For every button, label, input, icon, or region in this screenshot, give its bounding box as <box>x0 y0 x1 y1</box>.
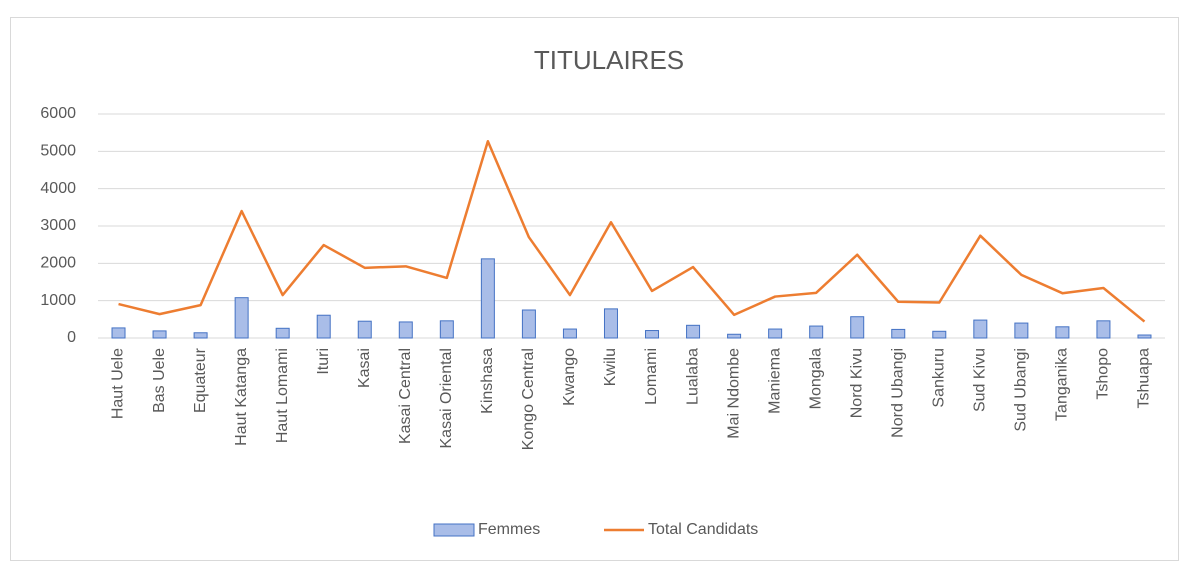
bar <box>932 330 947 339</box>
bar <box>645 330 660 339</box>
x-tick-label: Kongo Central <box>520 348 537 450</box>
chart-frame <box>10 17 1179 561</box>
x-tick-label: Bas Uele <box>151 348 168 413</box>
bar <box>1014 322 1029 339</box>
x-tick-label: Tshuapa <box>1136 348 1153 409</box>
y-tick-label: 3000 <box>40 217 76 234</box>
x-tick-label: Mongala <box>807 348 824 409</box>
x-tick-label: Maniema <box>766 348 783 414</box>
y-tick-label: 5000 <box>40 143 76 160</box>
bar <box>1055 326 1070 339</box>
bar <box>850 316 865 339</box>
x-tick-label: Lomami <box>643 348 660 405</box>
legend-label: Total Candidats <box>648 521 758 538</box>
bar <box>973 319 988 339</box>
y-tick-label: 1000 <box>40 292 76 309</box>
bar <box>152 330 167 339</box>
line <box>118 140 1146 323</box>
bar <box>1137 334 1152 339</box>
x-tick-label: Kasai Oriental <box>438 348 455 449</box>
x-tick-label: Haut Uele <box>110 348 127 419</box>
bar <box>686 324 701 339</box>
x-tick-label: Haut Lomami <box>274 348 291 443</box>
bar <box>275 327 290 339</box>
x-tick-label: Kinshasa <box>479 348 496 414</box>
legend-swatch <box>433 523 475 537</box>
bar <box>398 321 413 339</box>
y-tick-label: 4000 <box>40 180 76 197</box>
x-tick-label: Tanganika <box>1054 348 1071 421</box>
bar <box>521 309 536 339</box>
bar <box>111 327 126 339</box>
x-tick-label: Sankuru <box>931 348 948 408</box>
bar <box>727 333 742 339</box>
bar <box>891 328 906 339</box>
x-tick-label: Kasai <box>356 348 373 388</box>
bar <box>480 258 495 339</box>
bar <box>603 308 618 339</box>
x-tick-label: Kwilu <box>602 348 619 386</box>
bar <box>234 297 249 339</box>
y-tick-label: 0 <box>67 329 76 346</box>
x-tick-label: Mai Ndombe <box>725 348 742 439</box>
x-tick-label: Nord Kivu <box>848 348 865 418</box>
bar <box>562 328 577 339</box>
x-tick-label: Nord Ubangi <box>889 348 906 438</box>
bar <box>439 320 454 339</box>
bar <box>768 328 783 339</box>
bar <box>316 314 331 339</box>
x-tick-label: Sud Ubangi <box>1013 348 1030 432</box>
legend-label: Femmes <box>478 521 540 538</box>
bar <box>193 332 208 339</box>
x-tick-label: Kasai Central <box>397 348 414 444</box>
x-tick-label: Lualaba <box>684 348 701 405</box>
x-tick-label: Tshopo <box>1095 348 1112 400</box>
bar <box>809 325 824 339</box>
chart-title: TITULAIRES <box>534 45 684 75</box>
x-tick-label: Sud Kivu <box>972 348 989 412</box>
x-tick-label: Ituri <box>315 348 332 375</box>
x-tick-label: Equateur <box>192 347 209 413</box>
x-tick-label: Haut Katanga <box>233 348 250 446</box>
y-tick-label: 6000 <box>40 105 76 122</box>
x-tick-label: Kwango <box>561 348 578 406</box>
y-tick-label: 2000 <box>40 255 76 272</box>
bar <box>1096 320 1111 339</box>
bar <box>357 320 372 339</box>
